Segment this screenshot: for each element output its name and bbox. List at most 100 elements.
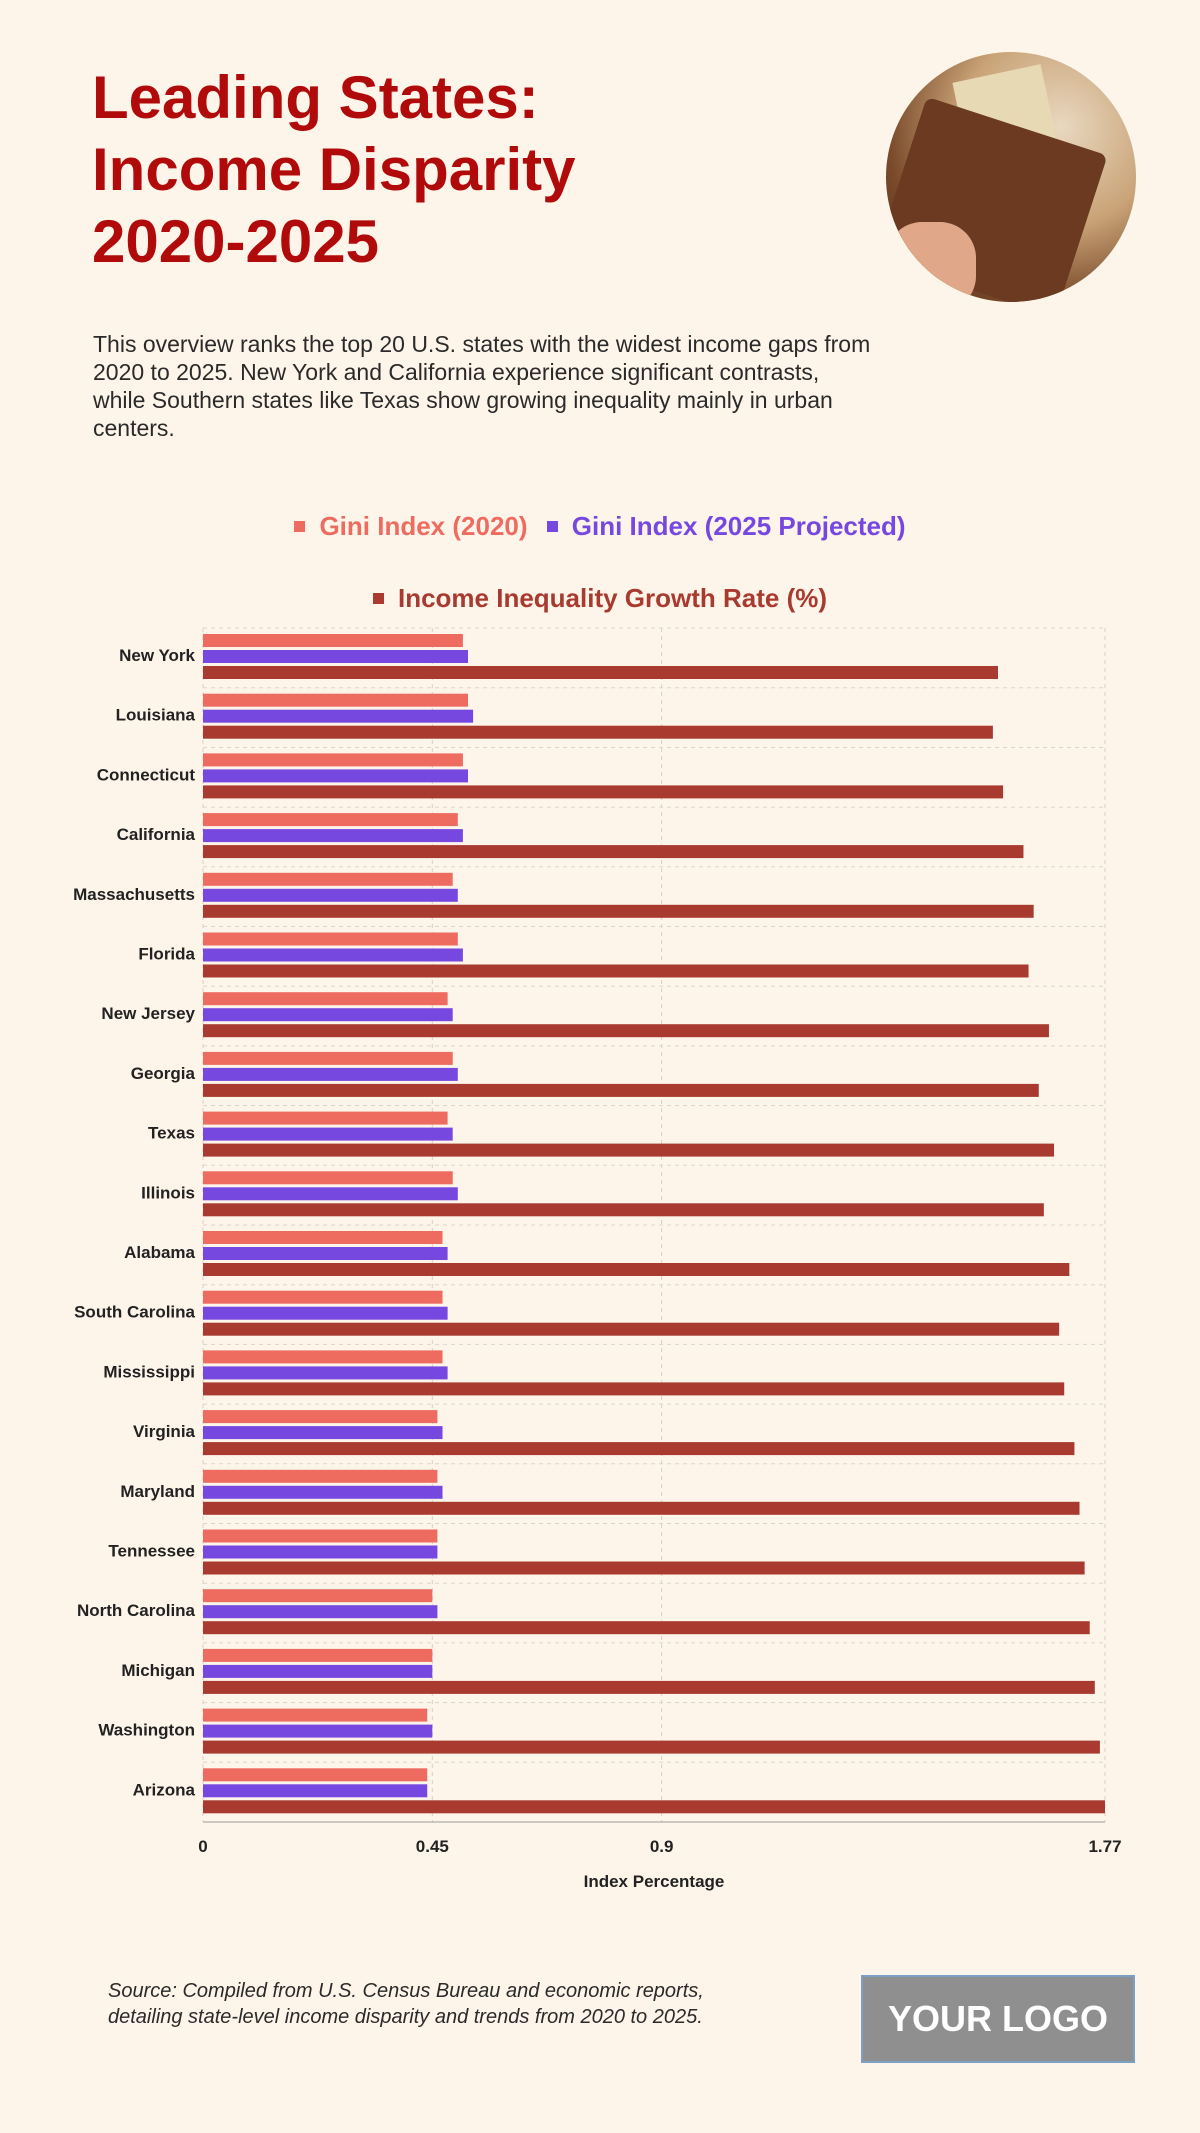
- bar-1-virginia: [203, 1426, 443, 1440]
- bar-0-arizona: [203, 1768, 428, 1782]
- bar-1-florida: [203, 948, 463, 962]
- legend-row-1: Gini Index (2020) Gini Index (2025 Proje…: [0, 508, 1200, 542]
- bar-1-texas: [203, 1127, 453, 1141]
- y-tick-label: Virginia: [133, 1422, 196, 1441]
- legend-row-2: Income Inequality Growth Rate (%): [0, 580, 1200, 614]
- y-tick-label: South Carolina: [74, 1303, 195, 1322]
- bar-0-washington: [203, 1708, 428, 1722]
- bar-1-louisiana: [203, 709, 474, 723]
- bar-1-new-jersey: [203, 1008, 453, 1022]
- y-tick-label: Massachusetts: [73, 885, 195, 904]
- bar-1-new-york: [203, 650, 468, 663]
- bar-0-illinois: [203, 1171, 453, 1185]
- x-tick-label: 0.9: [650, 1837, 674, 1856]
- x-tick-label: 0: [198, 1837, 207, 1856]
- y-tick-label: Michigan: [121, 1661, 195, 1680]
- bar-0-california: [203, 813, 458, 827]
- logo-placeholder: YOUR LOGO: [861, 1975, 1135, 2063]
- y-tick-label: New Jersey: [101, 1004, 195, 1023]
- bar-1-michigan: [203, 1664, 433, 1678]
- x-axis-label: Index Percentage: [583, 1872, 725, 1891]
- bar-2-tennessee: [203, 1561, 1085, 1575]
- bar-0-new-york: [203, 634, 463, 647]
- bar-2-washington: [203, 1740, 1100, 1754]
- y-tick-label: Mississippi: [103, 1362, 195, 1381]
- bar-2-massachusetts: [203, 904, 1034, 918]
- bar-1-california: [203, 829, 463, 843]
- legend-item-gini-2020[interactable]: Gini Index (2020): [294, 511, 528, 542]
- bar-0-north-carolina: [203, 1589, 433, 1603]
- y-tick-label: Arizona: [133, 1780, 196, 1799]
- legend-label: Income Inequality Growth Rate (%): [397, 583, 828, 613]
- bar-1-south-carolina: [203, 1306, 448, 1320]
- legend-item-growth-rate[interactable]: Income Inequality Growth Rate (%): [372, 583, 828, 614]
- y-tick-label: Louisiana: [116, 706, 196, 725]
- bar-0-south-carolina: [203, 1290, 443, 1304]
- bar-2-michigan: [203, 1680, 1095, 1694]
- bar-2-alabama: [203, 1263, 1070, 1276]
- y-tick-label: Connecticut: [97, 765, 196, 784]
- legend-label: Gini Index (2025 Projected): [571, 511, 906, 541]
- bar-0-virginia: [203, 1410, 438, 1424]
- bar-1-alabama: [203, 1247, 448, 1260]
- bar-1-north-carolina: [203, 1605, 438, 1619]
- bar-2-louisiana: [203, 725, 993, 739]
- y-tick-label: Tennessee: [108, 1542, 195, 1561]
- bar-0-alabama: [203, 1231, 443, 1244]
- page-title: Leading States: Income Disparity 2020-20…: [92, 64, 576, 275]
- bar-0-michigan: [203, 1648, 433, 1662]
- bar-1-mississippi: [203, 1366, 448, 1380]
- hand-image: [886, 222, 976, 302]
- y-tick-label: Maryland: [120, 1482, 195, 1501]
- legend-item-gini-2025[interactable]: Gini Index (2025 Projected): [546, 511, 906, 542]
- bar-1-connecticut: [203, 769, 468, 783]
- wallet-photo: [886, 52, 1136, 302]
- y-tick-label: California: [117, 825, 196, 844]
- bar-0-florida: [203, 932, 458, 946]
- x-tick-label: 0.45: [416, 1837, 449, 1856]
- y-tick-label: Illinois: [141, 1183, 195, 1202]
- bar-1-georgia: [203, 1067, 458, 1081]
- bar-1-tennessee: [203, 1545, 438, 1559]
- y-tick-label: Alabama: [124, 1243, 195, 1262]
- y-tick-label: Texas: [148, 1124, 195, 1143]
- y-tick-label: North Carolina: [77, 1601, 196, 1620]
- legend-label: Gini Index (2020): [319, 511, 528, 541]
- bar-1-arizona: [203, 1784, 428, 1798]
- bar-1-illinois: [203, 1187, 458, 1201]
- bar-2-connecticut: [203, 785, 1004, 799]
- source-note: Source: Compiled from U.S. Census Bureau…: [108, 1980, 704, 2028]
- bar-chart: New York Louisiana Connecticut California Ma…: [73, 627, 1122, 1856]
- y-tick-label: Florida: [138, 945, 195, 964]
- legend-swatch: [372, 593, 384, 604]
- x-tick-label: 1.77: [1088, 1837, 1121, 1856]
- bar-2-virginia: [203, 1442, 1075, 1456]
- bar-0-mississippi: [203, 1350, 443, 1364]
- bar-0-texas: [203, 1111, 448, 1125]
- bar-1-washington: [203, 1724, 433, 1738]
- y-tick-label: Washington: [98, 1721, 195, 1740]
- description: This overview ranks the top 20 U.S. stat…: [93, 331, 871, 441]
- bar-2-georgia: [203, 1083, 1039, 1097]
- bar-1-maryland: [203, 1485, 443, 1499]
- bar-2-texas: [203, 1143, 1055, 1157]
- bar-2-south-carolina: [203, 1322, 1060, 1336]
- bar-0-tennessee: [203, 1529, 438, 1543]
- bar-1-massachusetts: [203, 888, 458, 902]
- bar-2-maryland: [203, 1501, 1080, 1515]
- y-tick-label: Georgia: [131, 1064, 196, 1083]
- bar-0-massachusetts: [203, 872, 453, 886]
- bar-2-new-york: [203, 666, 998, 679]
- y-tick-label: New York: [119, 646, 195, 665]
- bar-2-florida: [203, 964, 1029, 978]
- bar-0-louisiana: [203, 693, 468, 707]
- bar-2-north-carolina: [203, 1621, 1090, 1635]
- bar-0-georgia: [203, 1051, 453, 1065]
- bar-0-maryland: [203, 1469, 438, 1483]
- bar-2-illinois: [203, 1203, 1044, 1217]
- bar-0-new-jersey: [203, 992, 448, 1006]
- bar-2-california: [203, 845, 1024, 859]
- legend-swatch: [294, 521, 306, 532]
- bar-2-arizona: [203, 1800, 1105, 1814]
- bar-2-new-jersey: [203, 1024, 1049, 1038]
